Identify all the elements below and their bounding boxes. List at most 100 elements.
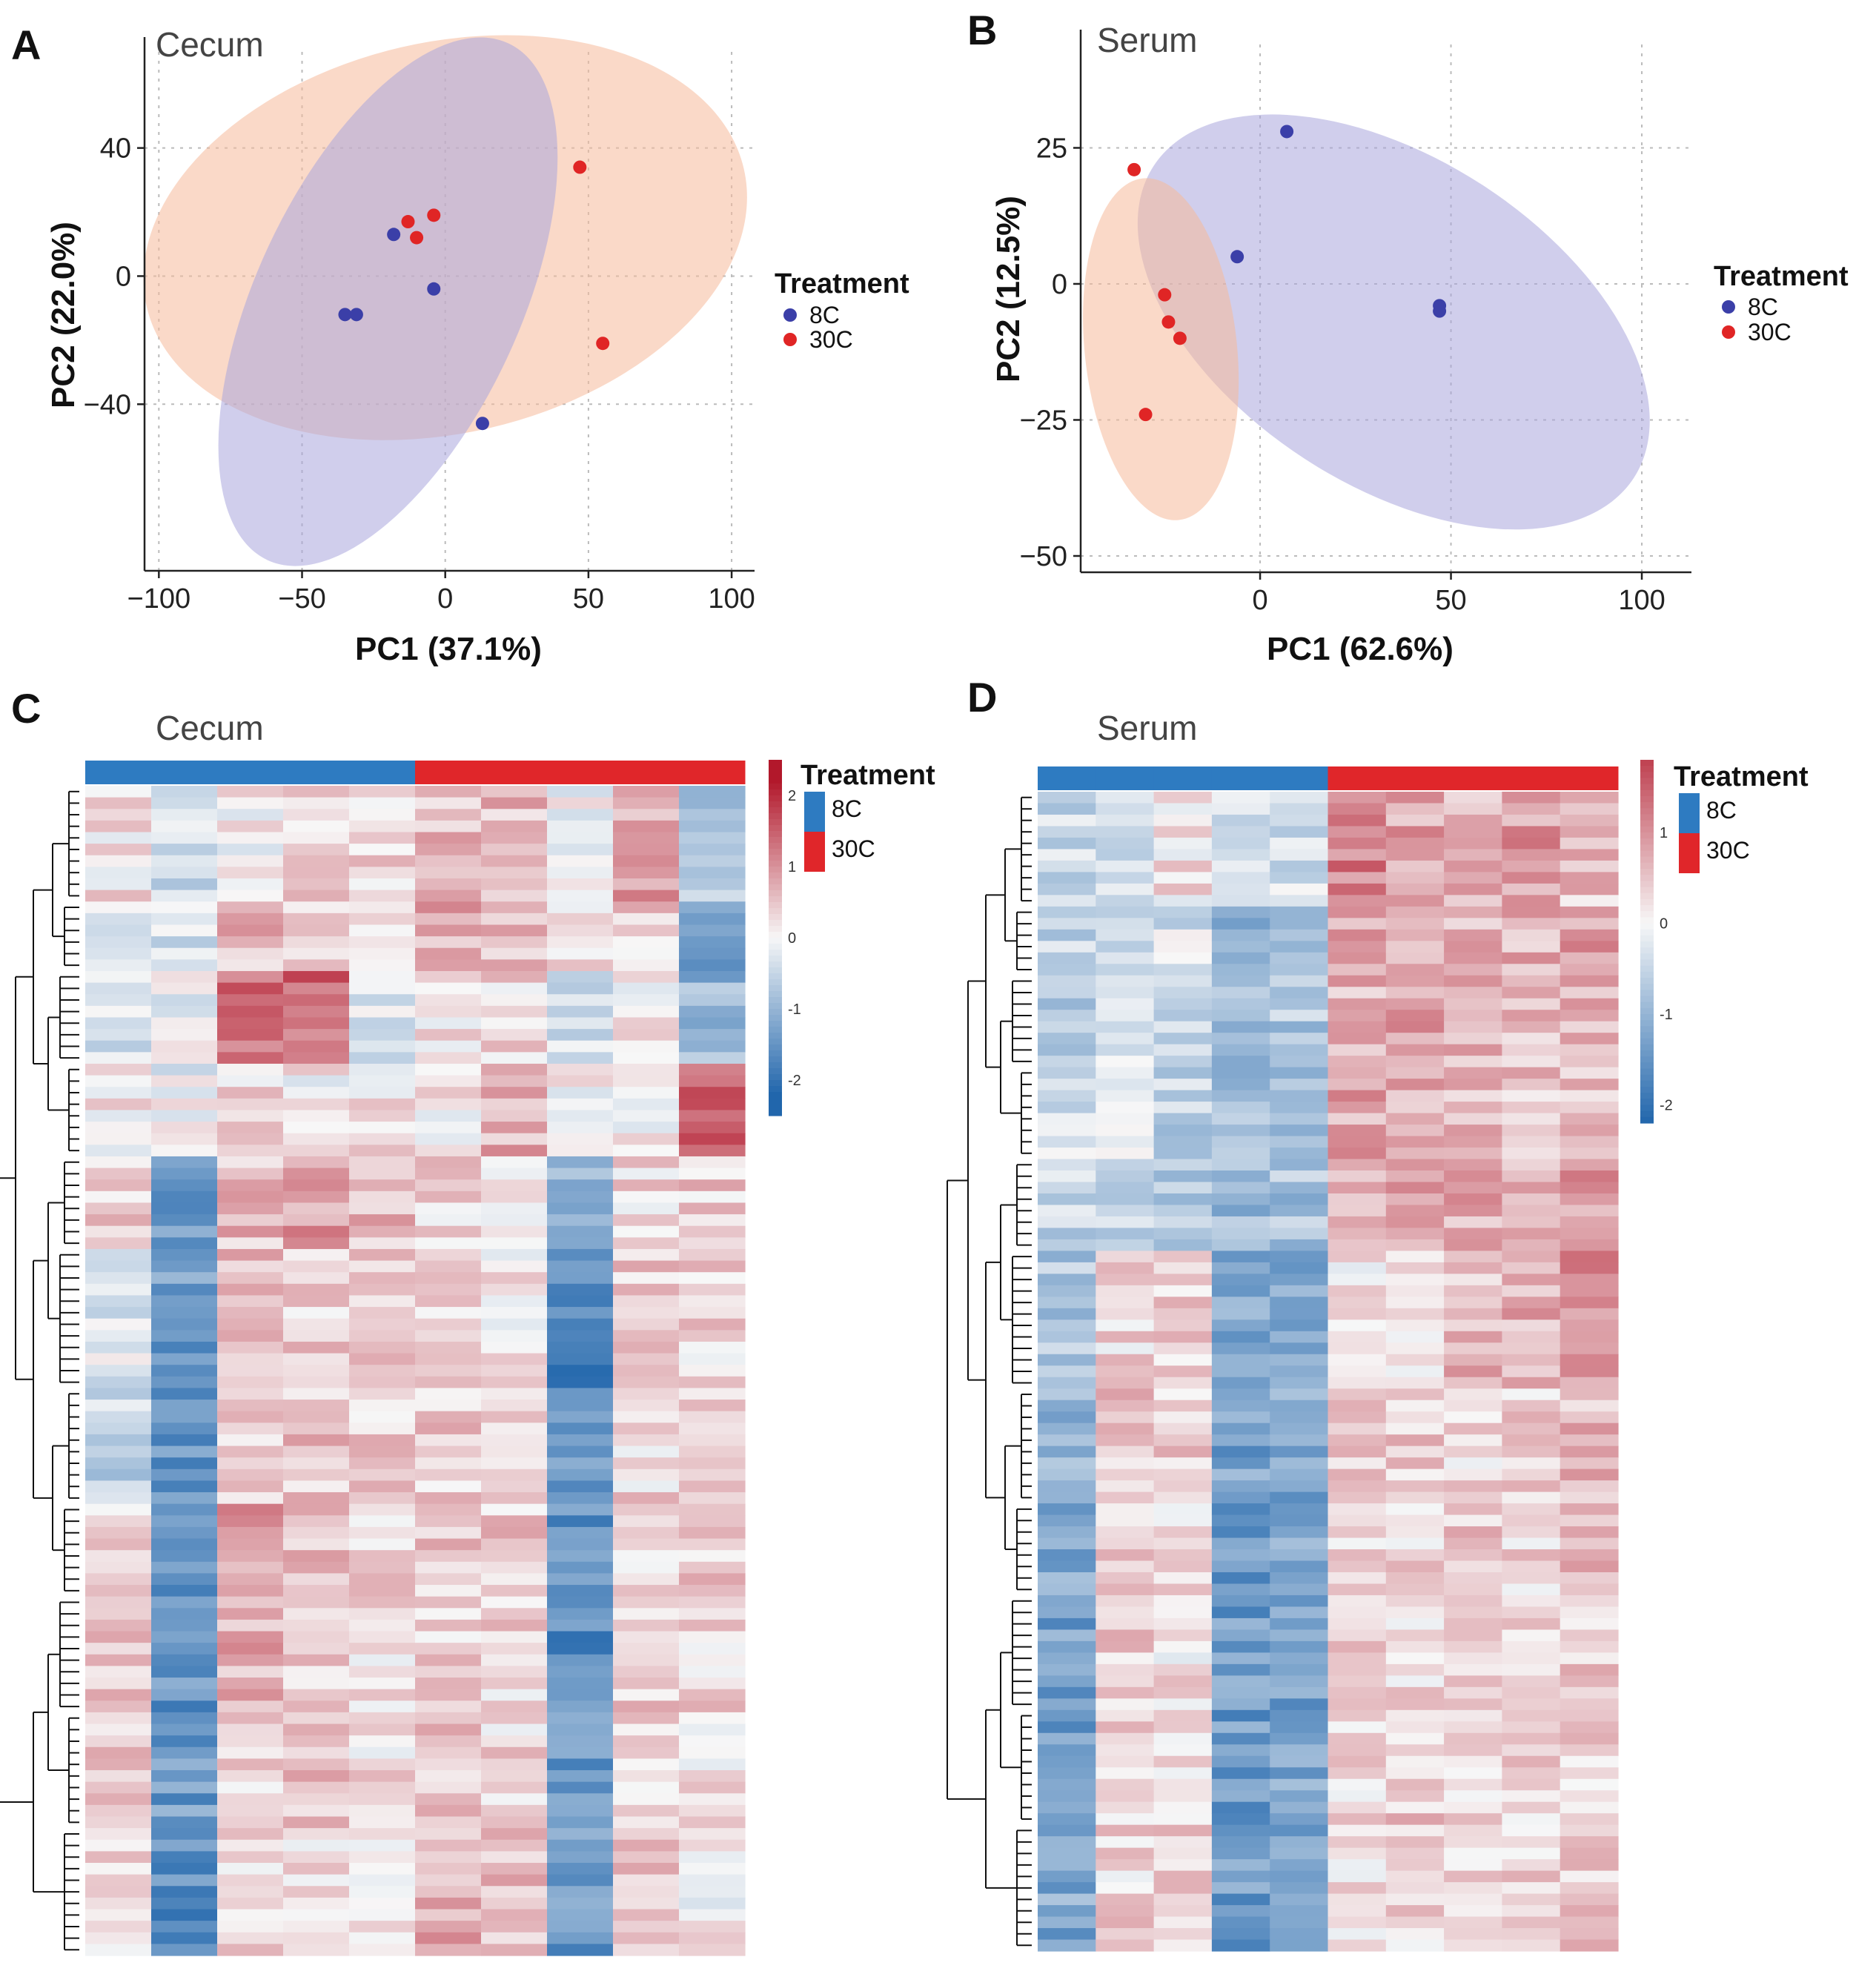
- heatmap-cell: [1153, 1365, 1213, 1378]
- heatmap-cell: [1270, 1709, 1329, 1722]
- heatmap-cell: [613, 1376, 680, 1389]
- heatmap-cell: [1385, 1434, 1445, 1447]
- heatmap-cell: [613, 1643, 680, 1655]
- heatmap-cell: [217, 959, 284, 972]
- heatmap-cell: [1038, 1411, 1096, 1424]
- heatmap-cell: [1328, 1136, 1387, 1148]
- heatmap-cell: [1560, 1870, 1619, 1883]
- heatmap-cell: [1385, 792, 1445, 804]
- heatmap-cell: [547, 1503, 614, 1516]
- heatmap-cell: [1153, 814, 1213, 827]
- heatmap-cell: [283, 1770, 350, 1783]
- panel-c: C Cecum 210-1-2 Treatment 8C 30C: [0, 685, 935, 1956]
- heatmap-cell: [1096, 1847, 1155, 1860]
- heatmap-cell: [217, 982, 284, 995]
- heatmap-cell: [679, 1365, 746, 1377]
- heatmap-cell: [481, 1839, 548, 1852]
- heatmap-cell: [151, 1098, 218, 1111]
- heatmap-cell: [1385, 1526, 1445, 1539]
- annotation-30c: [481, 761, 548, 784]
- panel-b-letter: B: [967, 7, 997, 53]
- heatmap-cell: [85, 970, 152, 984]
- colorbar-segment: [1640, 832, 1654, 839]
- heatmap-cell: [1560, 1698, 1619, 1711]
- heatmap-cell: [547, 1538, 614, 1551]
- heatmap-cell: [1502, 1870, 1561, 1883]
- heatmap-cell: [1502, 1836, 1561, 1849]
- heatmap-cell: [1211, 1847, 1270, 1860]
- heatmap-cell: [547, 1040, 614, 1053]
- heatmap-cell: [1328, 1652, 1387, 1665]
- heatmap-cell: [1096, 1274, 1155, 1286]
- heatmap-cell: [85, 1411, 152, 1423]
- heatmap-cell: [547, 1816, 614, 1829]
- heatmap-cell: [547, 1052, 614, 1064]
- heatmap-cell: [415, 1307, 482, 1319]
- heatmap-cell: [1096, 1629, 1155, 1642]
- heatmap-cell: [1444, 803, 1502, 815]
- heatmap-cell: [85, 1434, 152, 1447]
- heatmap-cell: [613, 1214, 680, 1227]
- heatmap-cell: [151, 913, 218, 926]
- heatmap-cell: [1038, 826, 1096, 838]
- heatmap-cell: [1153, 803, 1213, 815]
- heatmap-cell: [481, 1863, 548, 1875]
- colorbar-segment: [769, 784, 782, 790]
- heatmap-cell: [613, 1944, 680, 1956]
- heatmap-cell: [1444, 1514, 1502, 1527]
- heatmap-cell: [481, 1619, 548, 1632]
- heatmap-cell: [679, 1098, 746, 1111]
- heatmap-cell: [1038, 1526, 1096, 1539]
- heatmap-cell: [151, 1712, 218, 1725]
- heatmap-cell: [1560, 1297, 1619, 1309]
- heatmap-cell: [1328, 1755, 1387, 1768]
- heatmap-cell: [1038, 1205, 1096, 1217]
- heatmap-cell: [613, 890, 680, 902]
- heatmap-cell: [613, 1423, 680, 1435]
- heatmap-cell: [151, 1746, 218, 1759]
- heatmap-cell: [349, 1851, 416, 1864]
- heatmap-cell: [1270, 1778, 1329, 1791]
- heatmap-cell: [151, 1087, 218, 1099]
- heatmap-cell: [1444, 906, 1502, 918]
- heatmap-cell: [1038, 1675, 1096, 1688]
- heatmap-cell: [613, 1828, 680, 1841]
- heatmap-cell: [547, 1619, 614, 1632]
- heatmap-cell: [1038, 1102, 1096, 1114]
- heatmap-cell: [1270, 1354, 1329, 1366]
- heatmap-cell: [1096, 1457, 1155, 1470]
- heatmap-cell: [1038, 1503, 1096, 1516]
- heatmap-cell: [217, 1318, 284, 1331]
- heatmap-cell: [1211, 1319, 1270, 1332]
- heatmap-cell: [1385, 1767, 1445, 1780]
- heatmap-cell: [613, 1318, 680, 1331]
- heatmap-cell: [1502, 1755, 1561, 1768]
- heatmap-cell: [283, 947, 350, 960]
- heatmap-cell: [1038, 1285, 1096, 1297]
- heatmap-cell: [217, 1654, 284, 1667]
- heatmap-cell: [1444, 964, 1502, 976]
- heatmap-cell: [1444, 1067, 1502, 1079]
- heatmap-cell: [1385, 1044, 1445, 1056]
- heatmap-cell: [349, 1585, 416, 1597]
- colorbar-segment: [1640, 856, 1654, 864]
- heatmap-cell: [85, 1758, 152, 1771]
- heatmap-cell: [1385, 1056, 1445, 1068]
- heatmap-cell: [613, 1260, 680, 1273]
- heatmap-cell: [481, 1248, 548, 1262]
- heatmap-cell: [1038, 1698, 1096, 1711]
- heatmap-cell: [349, 844, 416, 856]
- heatmap-cell: [349, 1075, 416, 1087]
- heatmap-cell: [1560, 1491, 1619, 1504]
- heatmap-cell: [1270, 1905, 1329, 1918]
- heatmap-cell: [283, 1330, 350, 1342]
- heatmap-cell: [151, 1619, 218, 1632]
- heatmap-cell: [1211, 1686, 1270, 1699]
- heatmap-cell: [1096, 1503, 1155, 1516]
- heatmap-cell: [1502, 1916, 1561, 1929]
- heatmap-cell: [1096, 1308, 1155, 1320]
- heatmap-cell: [481, 1376, 548, 1389]
- colorbar-segment: [769, 1050, 782, 1057]
- heatmap-cell: [613, 1457, 680, 1470]
- colorbar-segment: [769, 944, 782, 950]
